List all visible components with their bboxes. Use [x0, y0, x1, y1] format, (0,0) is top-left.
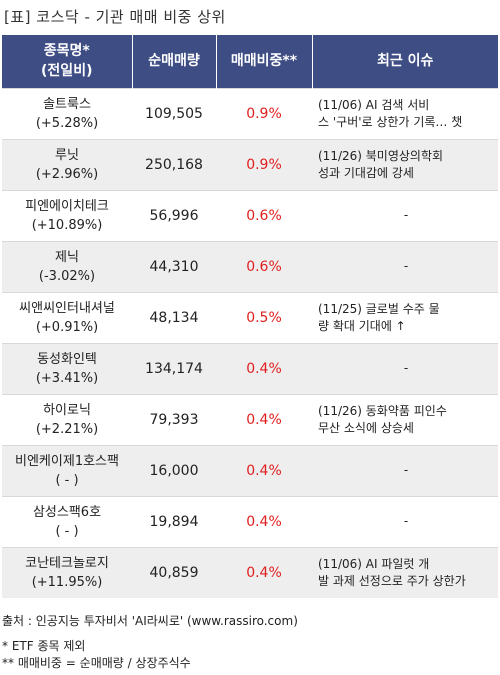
ratio-value: 0.6% — [216, 240, 312, 292]
ratio-value: 0.9% — [216, 138, 312, 190]
table-row: 피엔에이치테크 (+10.89%) 56,996 0.6% - — [2, 189, 498, 241]
net-buy-value: 56,996 — [132, 189, 216, 241]
net-buy-value: 40,859 — [132, 546, 216, 598]
issue-line2: 량 확대 기대에 ↑ — [318, 318, 406, 333]
table-row: 동성화인텍 (+3.41%) 134,174 0.4% - — [2, 342, 498, 394]
net-buy-value: 109,505 — [132, 87, 216, 139]
header-net-buy: 순매매량 — [132, 35, 217, 88]
stock-name-cell: 삼성스팩6호 ( - ) — [2, 495, 132, 547]
stock-name: 동성화인텍 — [37, 351, 97, 367]
stock-name-cell: 제닉 (-3.02%) — [2, 240, 132, 292]
stock-change: (+0.91%) — [35, 319, 99, 335]
ratio-value: 0.4% — [216, 342, 312, 394]
stock-name-cell: 하이로닉 (+2.21%) — [2, 393, 132, 445]
institution-trading-table: 종목명* (전일비) 순매매량 매매비중** 최근 이슈 솔트룩스 (+5.28%… — [2, 35, 498, 598]
stock-change: (-3.02%) — [38, 268, 96, 284]
header-ratio: 매매비중** — [216, 35, 313, 88]
ratio-value: 0.9% — [216, 87, 312, 139]
issue-cell: (11/26) 동화약품 피인수 무산 소식에 상승세 — [312, 393, 498, 445]
stock-name: 삼성스팩6호 — [32, 504, 102, 520]
net-buy-value: 134,174 — [132, 342, 216, 394]
table-row: 하이로닉 (+2.21%) 79,393 0.4% (11/26) 동화약품 피인수 무… — [2, 393, 498, 445]
stock-name-cell: 씨앤씨인터내셔널 (+0.91%) — [2, 291, 132, 343]
net-buy-value: 79,393 — [132, 393, 216, 445]
issue-text: - — [403, 259, 409, 273]
issue-line1: (11/25) 글로벌 수주 물 — [318, 301, 440, 316]
stock-name-cell: 루닛 (+2.96%) — [2, 138, 132, 190]
stock-change: (+10.89%) — [31, 217, 103, 233]
header-name-line1: 종목명* — [43, 43, 90, 60]
issue-line2: 무산 소식에 상승세 — [318, 420, 414, 435]
issue-cell: - — [312, 240, 498, 292]
issue-line1: (11/26) 북미영상의학회 — [318, 148, 444, 163]
net-buy-value: 44,310 — [132, 240, 216, 292]
stock-change: (+5.28%) — [35, 115, 99, 131]
issue-cell: - — [312, 444, 498, 496]
stock-change: ( - ) — [55, 472, 79, 488]
stock-name: 하이로닉 — [43, 402, 91, 418]
header-stock-name: 종목명* (전일비) — [2, 35, 133, 88]
footnote-ratio: ** 매매비중 = 순매매량 / 상장주식수 — [2, 656, 191, 670]
issue-line1: (11/06) AI 검색 서비 — [318, 97, 430, 112]
table-row: 씨앤씨인터내셔널 (+0.91%) 48,134 0.5% (11/25) 글로벌 수주… — [2, 291, 498, 343]
issue-line1: (11/26) 동화약품 피인수 — [318, 403, 447, 418]
issue-text: - — [403, 514, 409, 528]
stock-change: (+11.95%) — [31, 574, 103, 590]
net-buy-value: 19,894 — [132, 495, 216, 547]
issue-text: - — [403, 208, 409, 222]
stock-name: 비엔케이제1호스팩 — [15, 453, 119, 469]
stock-name-cell: 비엔케이제1호스팩 ( - ) — [2, 444, 132, 496]
table-row: 코난테크놀로지 (+11.95%) 40,859 0.4% (11/06) AI 파일럿… — [2, 546, 498, 598]
issue-cell: - — [312, 189, 498, 241]
footnote-etf: * ETF 종목 제외 — [2, 639, 86, 653]
issue-cell: - — [312, 495, 498, 547]
table-body: 솔트룩스 (+5.28%) 109,505 0.9% (11/06) AI 검색 서비 스… — [2, 87, 498, 598]
table-row: 솔트룩스 (+5.28%) 109,505 0.9% (11/06) AI 검색 서비 스… — [2, 87, 498, 139]
ratio-value: 0.4% — [216, 546, 312, 598]
source-note: 출처 : 인공지능 투자비서 'AI라씨로' (www.rassiro.com) — [2, 614, 298, 628]
stock-name-cell: 코난테크놀로지 (+11.95%) — [2, 546, 132, 598]
stock-change: ( - ) — [55, 523, 79, 539]
header-issue: 최근 이슈 — [312, 35, 498, 88]
table-row: 비엔케이제1호스팩 ( - ) 16,000 0.4% - — [2, 444, 498, 496]
net-buy-value: 16,000 — [132, 444, 216, 496]
table-title: [표] 코스닥 - 기관 매매 비중 상위 — [4, 8, 226, 26]
stock-name: 루닛 — [55, 147, 79, 163]
stock-name: 솔트룩스 — [43, 96, 91, 112]
header-name-line2: (전일비) — [41, 63, 93, 80]
stock-name-cell: 솔트룩스 (+5.28%) — [2, 87, 132, 139]
ratio-value: 0.6% — [216, 189, 312, 241]
table-row: 삼성스팩6호 ( - ) 19,894 0.4% - — [2, 495, 498, 547]
table-row: 제닉 (-3.02%) 44,310 0.6% - — [2, 240, 498, 292]
ratio-value: 0.4% — [216, 393, 312, 445]
stock-change: (+2.21%) — [35, 421, 99, 437]
net-buy-value: 250,168 — [132, 138, 216, 190]
table-header-row: 종목명* (전일비) 순매매량 매매비중** 최근 이슈 — [2, 35, 498, 88]
issue-text: - — [403, 463, 409, 477]
ratio-value: 0.4% — [216, 495, 312, 547]
issue-line2: 발 과제 선정으로 주가 상한가 — [318, 573, 466, 588]
net-buy-value: 48,134 — [132, 291, 216, 343]
ratio-value: 0.4% — [216, 444, 312, 496]
stock-name-cell: 피엔에이치테크 (+10.89%) — [2, 189, 132, 241]
issue-cell: - — [312, 342, 498, 394]
issue-line2: 스 '구버'로 상한가 기록… 챗 — [318, 114, 463, 129]
stock-name: 코난테크놀로지 — [25, 555, 109, 571]
issue-text: - — [403, 361, 409, 375]
stock-name: 피엔에이치테크 — [25, 198, 109, 214]
stock-name-cell: 동성화인텍 (+3.41%) — [2, 342, 132, 394]
issue-line1: (11/06) AI 파일럿 개 — [318, 556, 430, 571]
ratio-value: 0.5% — [216, 291, 312, 343]
table-row: 루닛 (+2.96%) 250,168 0.9% (11/26) 북미영상의학회 성과 기… — [2, 138, 498, 190]
stock-change: (+3.41%) — [35, 370, 99, 386]
stock-name: 제닉 — [55, 249, 79, 265]
issue-line2: 성과 기대감에 강세 — [318, 165, 414, 180]
stock-change: (+2.96%) — [35, 166, 99, 182]
stock-name: 씨앤씨인터내셔널 — [19, 300, 115, 316]
